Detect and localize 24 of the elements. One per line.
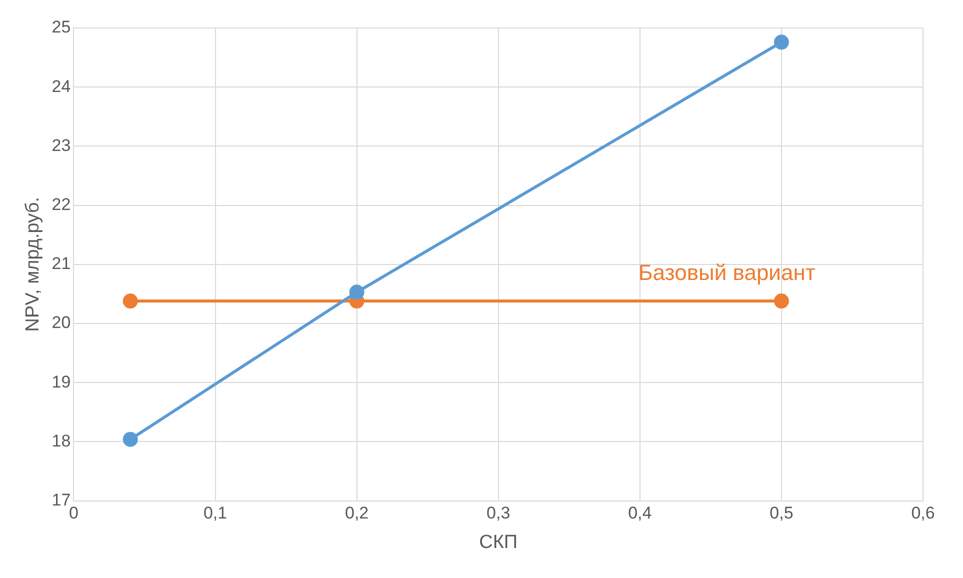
y-tick-label: 19 [52,372,71,392]
x-tick-label: 0,5 [770,504,794,523]
y-tick-label: 25 [52,18,71,37]
y-axis-title: NPV, млрд.руб. [22,197,44,332]
x-tick-label: 0 [68,504,78,523]
point [774,34,789,50]
x-tick-label: 0,3 [486,504,510,523]
x-axis-title: СКП [479,532,518,553]
y-tick-label: 24 [52,76,71,96]
point [122,432,138,447]
y-tick-label: 20 [52,313,71,332]
point [774,294,789,309]
point [349,284,364,300]
y-tick-label: 18 [52,431,71,450]
x-tick-label: 0,4 [628,504,652,523]
point [122,294,138,309]
y-tick-label: 17 [52,490,71,510]
y-tick-label: 22 [52,194,71,214]
x-tick-label: 0,1 [203,504,228,523]
y-tick-label: 21 [52,254,71,274]
y-tick-label: 23 [52,136,71,155]
x-tick-label: 0,6 [911,504,935,523]
series-label: Базовый вариант [638,260,816,286]
x-tick-label: 0,2 [344,504,369,523]
